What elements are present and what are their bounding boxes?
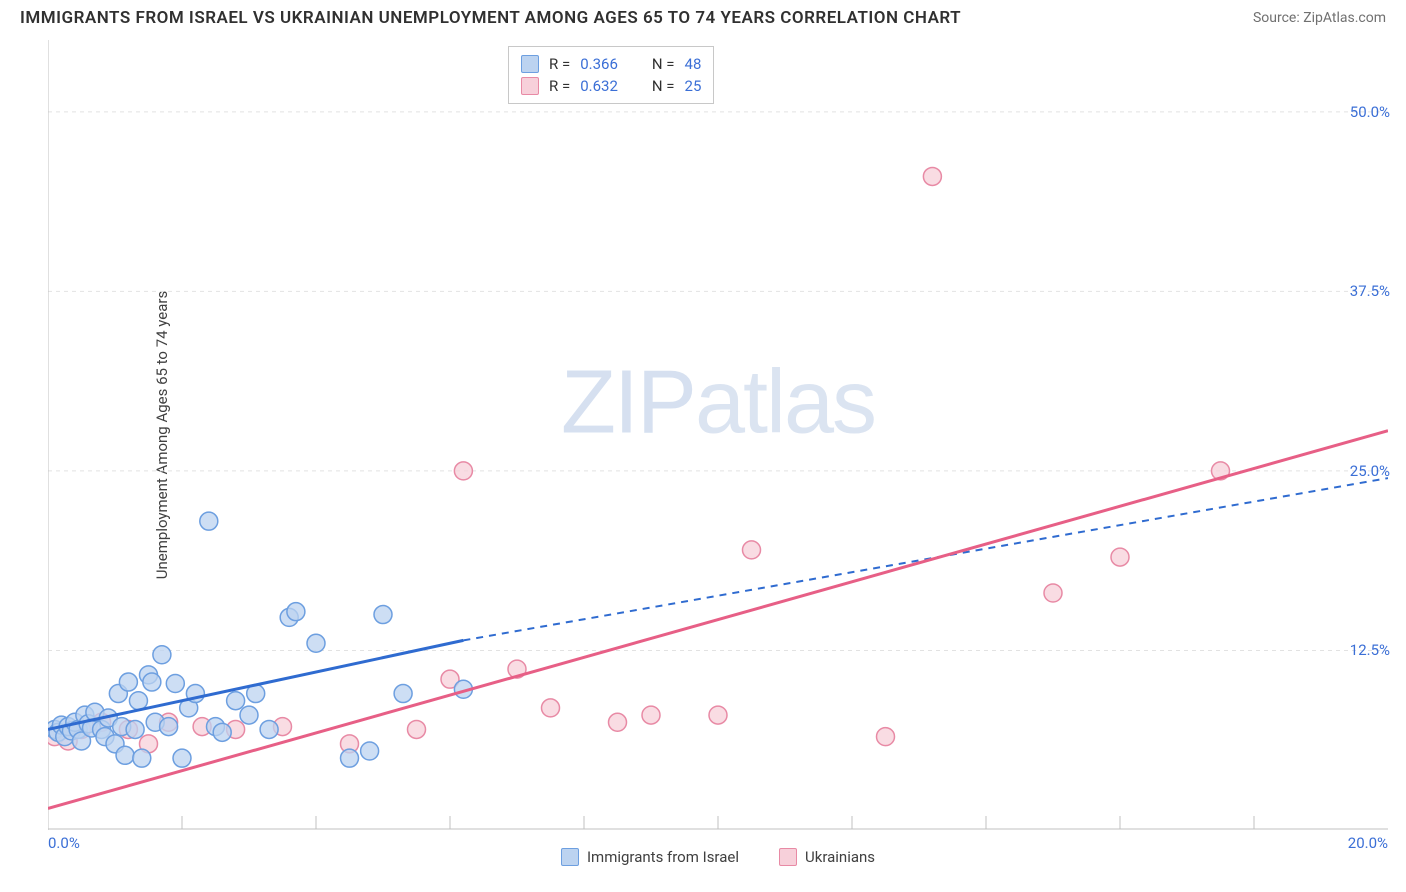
chart-title: IMMIGRANTS FROM ISRAEL VS UKRAINIAN UNEM… xyxy=(20,8,961,28)
legend-r-label: R = xyxy=(549,77,570,95)
legend-series: Immigrants from Israel Ukrainians xyxy=(48,848,1388,866)
y-tick-label: 37.5% xyxy=(1350,282,1390,300)
data-point xyxy=(361,742,379,760)
data-point xyxy=(408,720,426,738)
legend-stat-row: R = 0.366 N = 48 xyxy=(521,53,701,75)
data-point xyxy=(213,723,231,741)
y-tick-label: 12.5% xyxy=(1350,641,1390,659)
chart-area: Unemployment Among Ages 65 to 74 years Z… xyxy=(48,40,1388,830)
data-point xyxy=(133,749,151,767)
legend-series-item: Immigrants from Israel xyxy=(561,848,739,866)
data-point xyxy=(923,167,941,185)
data-point xyxy=(341,749,359,767)
data-point xyxy=(542,699,560,717)
data-point xyxy=(454,462,472,480)
legend-n-label: N = xyxy=(652,55,675,73)
legend-swatch xyxy=(521,77,539,95)
data-point xyxy=(240,706,258,724)
data-point xyxy=(609,713,627,731)
data-point xyxy=(877,728,895,746)
legend-series-label: Immigrants from Israel xyxy=(587,848,739,866)
legend-stats: R = 0.366 N = 48 R = 0.632 N = 25 xyxy=(508,46,714,104)
legend-series-label: Ukrainians xyxy=(805,848,875,866)
data-point xyxy=(153,646,171,664)
legend-swatch xyxy=(779,848,797,866)
y-tick-label: 25.0% xyxy=(1350,462,1390,480)
data-point xyxy=(307,634,325,652)
legend-n-value: 48 xyxy=(685,55,702,73)
scatter-plot xyxy=(48,40,1388,830)
legend-series-item: Ukrainians xyxy=(779,848,875,866)
data-point xyxy=(200,512,218,530)
data-point xyxy=(227,692,245,710)
legend-r-label: R = xyxy=(549,55,570,73)
data-point xyxy=(129,692,147,710)
data-point xyxy=(1111,548,1129,566)
data-point xyxy=(743,541,761,559)
legend-n-value: 25 xyxy=(685,77,702,95)
data-point xyxy=(374,606,392,624)
data-point xyxy=(126,720,144,738)
legend-r-value: 0.366 xyxy=(580,55,618,73)
data-point xyxy=(1044,584,1062,602)
legend-n-label: N = xyxy=(652,77,675,95)
data-point xyxy=(173,749,191,767)
legend-stat-row: R = 0.632 N = 25 xyxy=(521,75,701,97)
source-label: Source: ZipAtlas.com xyxy=(1253,10,1386,26)
data-point xyxy=(709,706,727,724)
legend-swatch xyxy=(561,848,579,866)
data-point xyxy=(394,685,412,703)
data-point xyxy=(642,706,660,724)
data-point xyxy=(119,673,137,691)
trend-line xyxy=(48,431,1388,809)
legend-swatch xyxy=(521,55,539,73)
data-point xyxy=(143,673,161,691)
data-point xyxy=(260,720,278,738)
trend-line-dashed xyxy=(463,478,1388,640)
data-point xyxy=(287,603,305,621)
data-point xyxy=(116,746,134,764)
data-point xyxy=(160,718,178,736)
legend-r-value: 0.632 xyxy=(580,77,618,95)
y-tick-label: 50.0% xyxy=(1350,103,1390,121)
data-point xyxy=(166,674,184,692)
header-bar: IMMIGRANTS FROM ISRAEL VS UKRAINIAN UNEM… xyxy=(0,0,1406,32)
